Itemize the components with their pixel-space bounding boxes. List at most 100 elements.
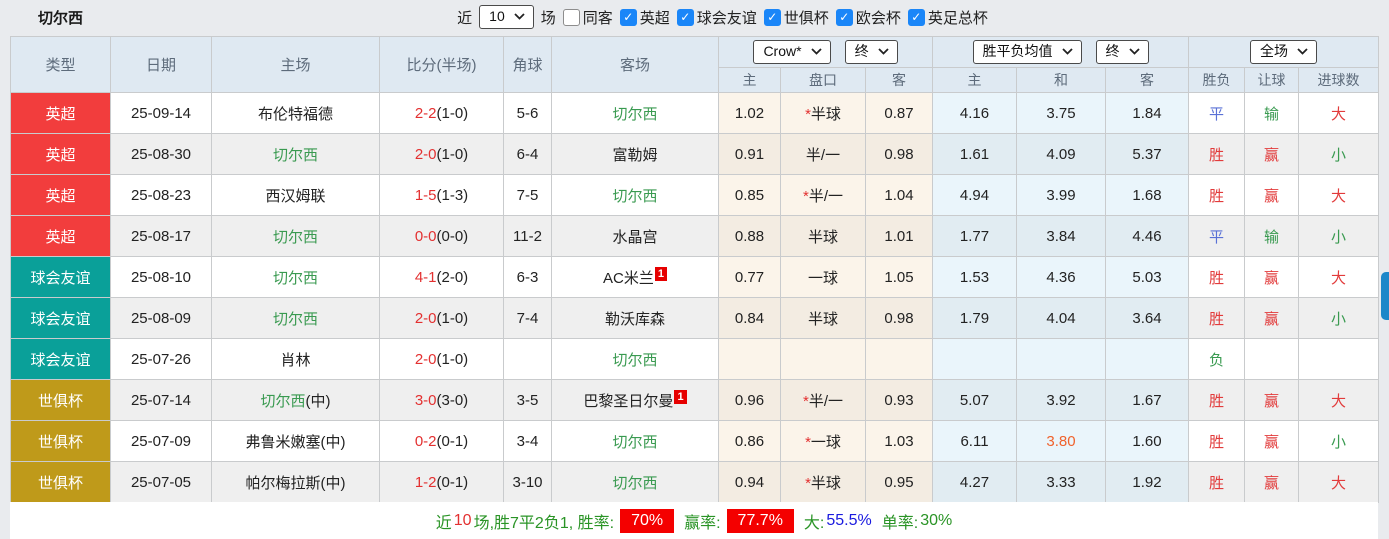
checkbox-checked-icon[interactable]: ✓ [835,8,853,26]
avg-home-cell: 1.79 [932,297,1017,339]
team-title: 切尔西 [38,10,84,27]
avg-away-cell: 1.92 [1105,461,1189,503]
corner-cell: 3-5 [503,379,552,421]
odds-home-cell: 0.86 [718,420,781,462]
avg-away-cell: 3.64 [1105,297,1189,339]
avg-draw-cell: 3.75 [1016,92,1106,134]
result-cell: 胜 [1188,256,1245,298]
avg-group-header: 胜平负均值 终 [932,36,1189,68]
odds-home-cell: 0.85 [718,174,781,216]
score-cell: 0-0(0-0) [379,215,504,257]
team-name-suffix: (中) [320,474,346,492]
type-badge-cell: 世俱杯 [10,461,111,503]
sub-header-handicap-result: 让球 [1244,67,1299,93]
checkbox-unchecked-icon[interactable] [562,8,580,26]
goals-cell: 大 [1297,174,1380,216]
avg-away-cell: 4.46 [1105,215,1189,257]
corner-cell: 3-4 [503,420,552,462]
summary-record: 场,胜7平2负1, 胜率: [473,514,615,532]
type-badge-cell: 英超 [10,174,111,216]
odds-away-cell [865,338,933,380]
avg-home-cell: 4.27 [932,461,1017,503]
goals-cell: 小 [1297,420,1380,462]
odds-company-select[interactable]: Crow* [753,40,831,64]
team-name: 切尔西 [260,392,306,410]
score-cell: 1-5(1-3) [379,174,504,216]
recent-count-value: 10 [489,8,505,24]
goals-cell: 小 [1297,133,1380,175]
team-name-suffix: (中) [320,433,346,451]
date-cell: 25-08-17 [110,215,212,257]
odds-home-cell [718,338,781,380]
chevron-down-icon [1297,48,1308,55]
recent-count-select[interactable]: 10 [479,5,534,29]
odds-away-cell: 0.98 [865,133,933,175]
sub-header-avg-draw: 和 [1016,67,1106,93]
score-cell: 2-0(1-0) [379,133,504,175]
summary-win-label: 赢率: [684,514,721,532]
checkbox-checked-icon[interactable]: ✓ [907,8,925,26]
odds-group-header: Crow* 终 [718,36,933,68]
handicap-result-cell: 输 [1244,92,1299,134]
red-card-badge: 1 [654,266,667,281]
away-team-cell: 切尔西 [551,420,719,462]
corner-cell: 7-5 [503,174,552,216]
avg-time-value: 终 [1105,43,1120,59]
team-name: 肖林 [280,351,311,369]
sub-header-goals: 进球数 [1297,67,1380,93]
team-name: 西汉姆联 [265,187,326,205]
col-header-date: 日期 [110,36,212,93]
handicap-line-cell: *半/一 [780,379,866,421]
scope-select[interactable]: 全场 [1250,40,1318,64]
odds-away-cell: 1.05 [865,256,933,298]
fulltime-score: 4-1 [414,268,437,286]
goals-cell: 大 [1297,379,1380,421]
type-badge-cell: 球会友谊 [10,338,111,380]
summary-near-label: 近 [435,514,452,532]
odds-away-cell: 1.04 [865,174,933,216]
checkbox-checked-icon[interactable]: ✓ [763,8,781,26]
handicap-line-cell: *半球 [780,461,866,503]
avg-draw-cell: 3.80 [1016,420,1106,462]
type-badge-cell: 英超 [10,215,111,257]
filter-checkbox-item: ✓ 欧会杯 [835,7,901,28]
goals-cell: 小 [1297,297,1380,339]
result-cell: 负 [1188,338,1245,380]
summary-count: 10 [453,511,472,529]
result-cell: 平 [1188,92,1245,134]
star-marker: * [805,474,811,492]
handicap-result-cell: 赢 [1244,379,1299,421]
checkbox-checked-icon[interactable]: ✓ [619,8,637,26]
chevron-down-icon [514,13,525,20]
date-cell: 25-07-26 [110,338,212,380]
avg-type-select[interactable]: 胜平负均值 [972,40,1082,64]
checkbox-checked-icon[interactable]: ✓ [676,8,694,26]
filter-checkbox-label: 英足总杯 [927,9,988,27]
score-cell: 0-2(0-1) [379,420,504,462]
matches-label: 场 [540,9,556,27]
odds-away-cell: 0.93 [865,379,933,421]
home-team-cell: 西汉姆联 [211,174,380,216]
result-cell: 胜 [1188,297,1245,339]
avg-time-select[interactable]: 终 [1095,40,1149,64]
odds-away-cell: 0.87 [865,92,933,134]
team-name: 勒沃库森 [604,310,665,328]
match-history-table-wrap: 类型 日期 主场 比分(半场) 角球 客场 Crow* 终 [10,36,1380,503]
avg-draw-cell: 4.09 [1016,133,1106,175]
odds-home-cell: 0.84 [718,297,781,339]
table-row: 世俱杯 25-07-14 切尔西(中) 3-0(3-0) 3-5 巴黎圣日尔曼 1 0.96 *… [10,379,1380,421]
date-cell: 25-08-09 [110,297,212,339]
away-team-cell: 巴黎圣日尔曼 1 [551,379,719,421]
summary-big-label: 大: [803,514,825,532]
scrollbar-thumb[interactable] [1381,272,1389,320]
corner-cell [503,338,552,380]
filter-checkbox-item: ✓ 英超 [619,7,670,28]
odds-time-select[interactable]: 终 [844,40,898,64]
fulltime-score: 1-5 [414,186,437,204]
avg-home-cell: 6.11 [932,420,1017,462]
sub-header-result: 胜负 [1188,67,1245,93]
sub-header-avg-away: 客 [1105,67,1189,93]
goals-cell [1297,338,1380,380]
halftime-score: (0-1) [436,473,469,491]
goals-cell: 大 [1297,461,1380,503]
